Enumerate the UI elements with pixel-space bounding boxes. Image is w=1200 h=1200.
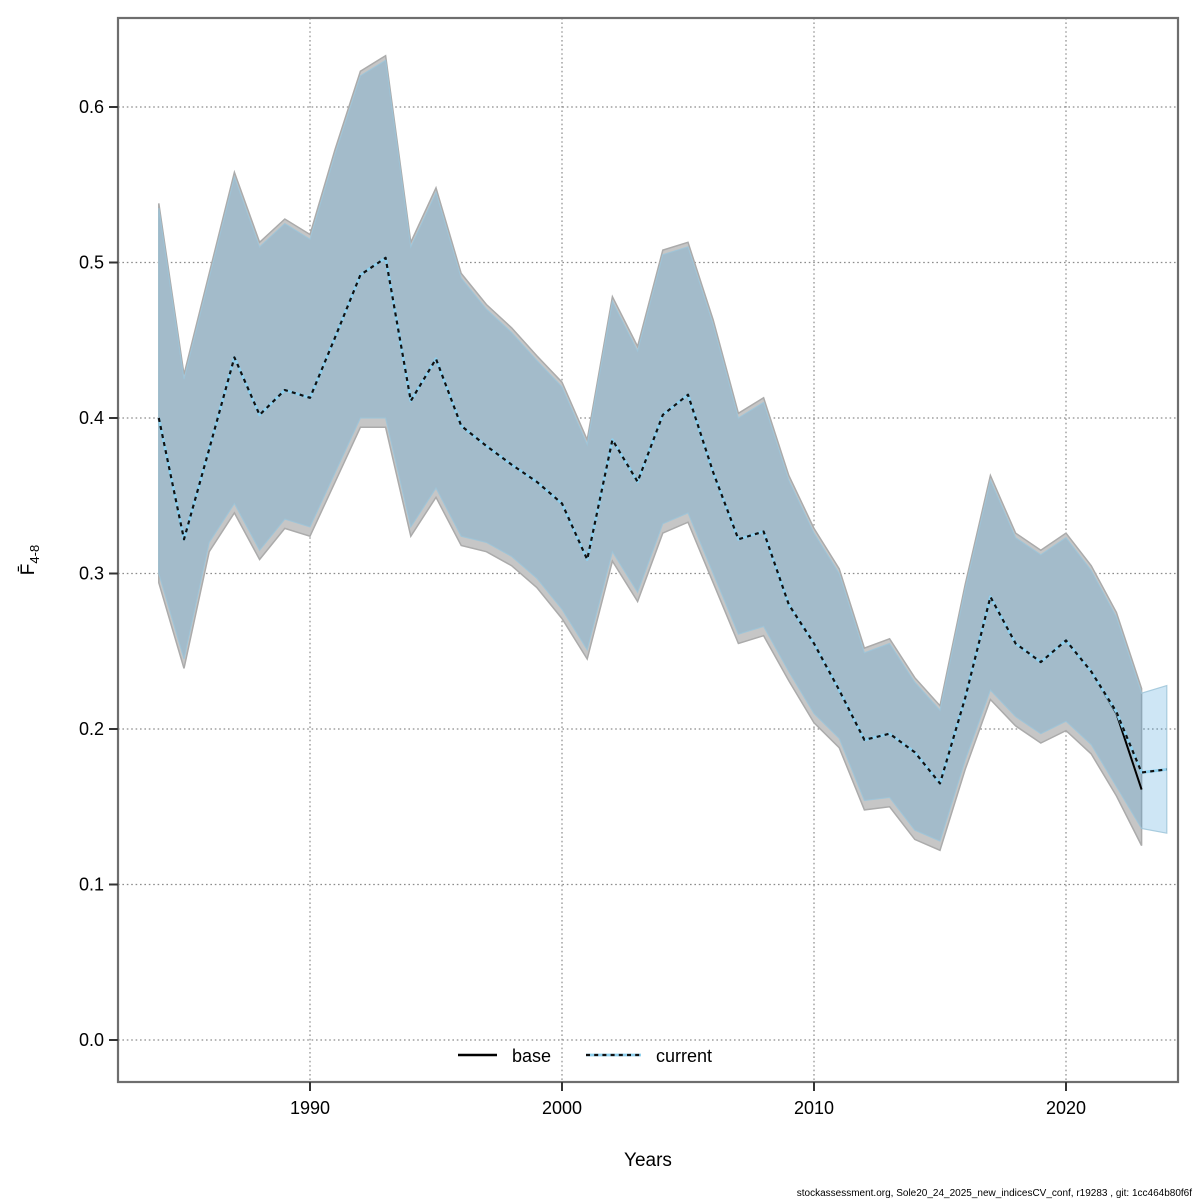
- legend-base-label: base: [512, 1046, 551, 1066]
- y-tick-label: 0.3: [79, 564, 104, 584]
- legend-current-label: current: [656, 1046, 712, 1066]
- base-confidence-band: [158, 54, 1143, 852]
- legend: base current: [458, 1046, 712, 1066]
- y-tick-label: 0.5: [79, 253, 104, 273]
- y-axis-label-subscript: 4-8: [27, 545, 42, 564]
- plot-generated-content: 1990 2000 2010 2020 0.0 0.1 0.2 0.3 0.4 0.5 0.6: [79, 16, 1180, 1118]
- x-tick-label: 2020: [1046, 1098, 1086, 1118]
- y-tick-label: 0.0: [79, 1030, 104, 1050]
- y-tick-label: 0.4: [79, 408, 104, 428]
- plot-frame: [116, 16, 1180, 1084]
- current-line-dashes: [157, 256, 1167, 785]
- y-tick-label: 0.2: [79, 719, 104, 739]
- x-tick-label: 1990: [290, 1098, 330, 1118]
- y-tick-label: 0.6: [79, 97, 104, 117]
- footer-citation: stockassessment.org, Sole20_24_2025_new_…: [797, 1188, 1192, 1199]
- x-axis-label: Years: [624, 1150, 672, 1171]
- y-axis-label-main: F̄: [18, 564, 39, 576]
- x-tick-label: 2010: [794, 1098, 834, 1118]
- y-tick-label: 0.1: [79, 875, 104, 895]
- current-confidence-band: [158, 59, 1168, 842]
- x-tick-label: 2000: [542, 1098, 582, 1118]
- y-axis-label: F̄4-8: [18, 545, 42, 575]
